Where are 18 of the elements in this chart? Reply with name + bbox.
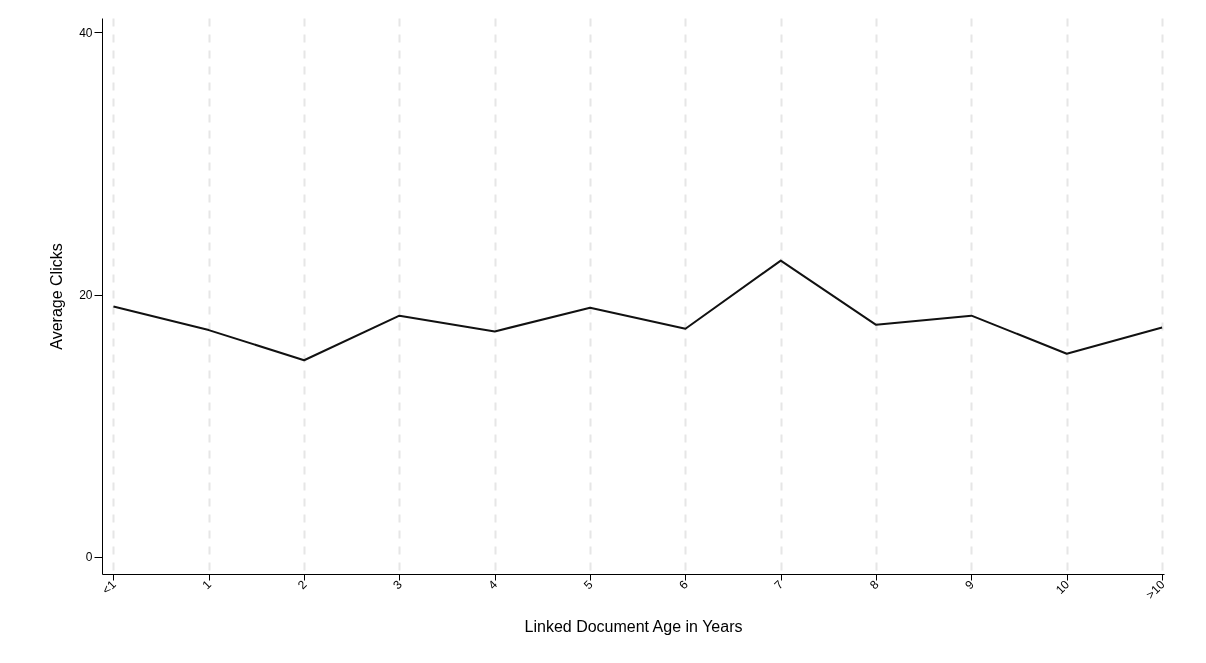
x-tick-label: 9 <box>962 577 978 593</box>
y-tick-label: 20 <box>79 288 93 303</box>
x-tick-label: 2 <box>294 577 310 593</box>
x-tick-label: 7 <box>771 577 787 593</box>
x-tick-label: 4 <box>485 577 501 593</box>
x-tick-label: 5 <box>580 577 596 593</box>
y-tick-label: 40 <box>79 25 93 40</box>
y-axis-title: Average Clicks <box>48 243 66 350</box>
x-tick-label: 6 <box>676 577 692 593</box>
x-tick-label: 3 <box>390 577 406 593</box>
x-tick-label: <1 <box>99 577 120 598</box>
x-axis-title: Linked Document Age in Years <box>524 618 743 636</box>
x-tick-label: 8 <box>866 577 882 593</box>
line-series <box>112 259 1164 362</box>
x-tick-label: 10 <box>1052 577 1073 597</box>
x-tick-label: >10 <box>1143 577 1168 602</box>
x-tick-label: 1 <box>199 577 215 593</box>
y-tick-label: 0 <box>85 550 93 565</box>
